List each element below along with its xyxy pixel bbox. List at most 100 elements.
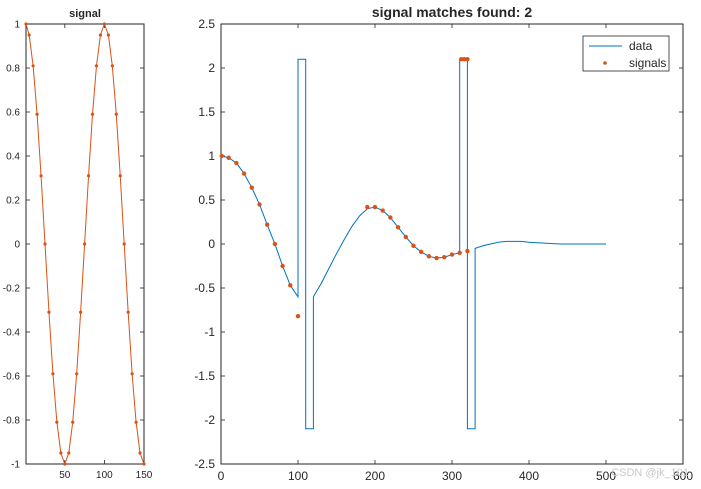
series-0-point: [63, 462, 67, 466]
y-tick-label: 0: [208, 237, 215, 251]
signals-point: [442, 255, 447, 260]
signals-point: [457, 250, 462, 255]
signals-point: [426, 254, 432, 259]
x-tick-label: 100: [288, 469, 308, 483]
series-0-point: [47, 310, 51, 314]
series-0-point: [94, 64, 99, 68]
series-0-point: [59, 451, 63, 455]
y-tick-label: 0.6: [6, 108, 20, 119]
signals-point: [388, 215, 393, 220]
matches-y-ticks: -2.5 -2 -1.5 -1 -0.5 0 0.5 1 1.5 2 2.5: [194, 17, 683, 471]
series-0-point: [67, 451, 71, 455]
series-0-point: [55, 420, 59, 424]
signals-point: [459, 57, 464, 62]
matches-axes-box: [220, 23, 684, 465]
y-tick-label: 0: [14, 240, 20, 251]
matches-title: signal matches found: 2: [372, 4, 532, 20]
matches-x-ticks: 0 100 200 300 400 500 600: [218, 24, 693, 483]
y-tick-label: 1: [14, 20, 20, 31]
data-line: [221, 58, 606, 430]
y-tick-label: 0.2: [6, 196, 20, 207]
series-0-point: [43, 242, 47, 246]
signals-point: [365, 204, 370, 210]
signals-point: [419, 249, 424, 255]
signals-point: [411, 243, 416, 248]
series-0-point: [138, 451, 142, 455]
series-0-point: [75, 372, 79, 376]
series-0-point: [98, 33, 103, 37]
x-tick-label: 400: [519, 469, 539, 483]
series-0-point: [27, 33, 31, 37]
signals-point: [449, 252, 455, 257]
signals-point: [372, 204, 378, 210]
y-tick-label: 1.5: [198, 105, 215, 119]
watermark: CSDN @jk_101: [611, 467, 689, 479]
signals-point: [288, 283, 293, 288]
series-0-point: [79, 310, 83, 314]
signals-point: [295, 313, 301, 319]
signals-point: [462, 57, 467, 62]
signal-subplot: 50 100 150 -1 -0.8 -0.6 -0.4 -0.2 0 0.2 0.4 0.6 0.8…: [3, 8, 153, 481]
signals-point: [265, 222, 270, 227]
y-tick-label: -1.5: [194, 369, 215, 383]
y-tick-label: -1: [204, 325, 215, 339]
y-tick-label: 0.4: [6, 152, 20, 163]
y-tick-label: 0.8: [6, 64, 20, 75]
legend-signals-label: signals: [629, 56, 666, 70]
legend: data signals: [582, 35, 670, 72]
series-0-point: [142, 462, 146, 466]
y-tick-label: -0.4: [3, 328, 21, 339]
x-tick-label: 150: [136, 470, 153, 481]
matches-subplot: 0 100 200 300 400 500 600 -2.5 -2 -1.5 -1 -0.5 0 0.5…: [194, 4, 693, 483]
series-0-point: [134, 420, 138, 424]
signals-point: [380, 208, 385, 213]
y-tick-label: 0.5: [198, 193, 215, 207]
x-tick-label: 50: [59, 470, 71, 481]
signals-point: [272, 241, 278, 247]
x-tick-label: 200: [365, 469, 385, 483]
signals-point: [241, 171, 247, 176]
x-tick-label: 100: [96, 470, 113, 481]
series-0-point: [106, 33, 110, 37]
signals-point: [226, 155, 231, 160]
signals-point: [465, 57, 470, 62]
series-0-point: [83, 242, 87, 246]
x-tick-label: 300: [442, 469, 462, 483]
signals-point: [395, 225, 401, 230]
y-tick-label: -2: [204, 413, 215, 427]
matches-plot-area: [219, 57, 606, 430]
signal-plot-area: [24, 22, 146, 466]
series-0-point: [130, 372, 134, 376]
signals-point: [280, 263, 285, 269]
signals-point: [219, 153, 224, 159]
series-0-point: [24, 22, 28, 26]
signals-point: [249, 185, 254, 190]
series-0-point: [114, 112, 118, 116]
series-0-point: [86, 174, 91, 178]
series-0-point: [102, 22, 106, 26]
signals-point: [257, 202, 262, 207]
x-tick-label: 600: [673, 469, 693, 483]
y-tick-label: 2: [208, 61, 215, 75]
series-0-point: [126, 310, 130, 314]
x-tick-label: 0: [218, 469, 225, 483]
legend-box: [582, 35, 670, 72]
series-0-point: [71, 420, 75, 424]
y-tick-label: -0.6: [3, 372, 21, 383]
series-0-point: [35, 112, 39, 116]
legend-data-label: data: [629, 39, 653, 53]
series-0-point: [122, 242, 126, 246]
series-0-point: [51, 372, 55, 376]
signals-point: [403, 234, 408, 240]
signals-point: [434, 255, 439, 261]
series-0-point: [90, 112, 95, 116]
series-0-point: [118, 174, 122, 178]
y-tick-label: -1: [11, 460, 20, 471]
x-tick-label: 500: [596, 469, 616, 483]
y-tick-label: -0.2: [3, 284, 21, 295]
y-tick-label: 2.5: [198, 17, 215, 31]
y-tick-label: -2.5: [194, 457, 215, 471]
signal-title: signal: [69, 8, 101, 20]
y-tick-label: -0.8: [3, 416, 21, 427]
